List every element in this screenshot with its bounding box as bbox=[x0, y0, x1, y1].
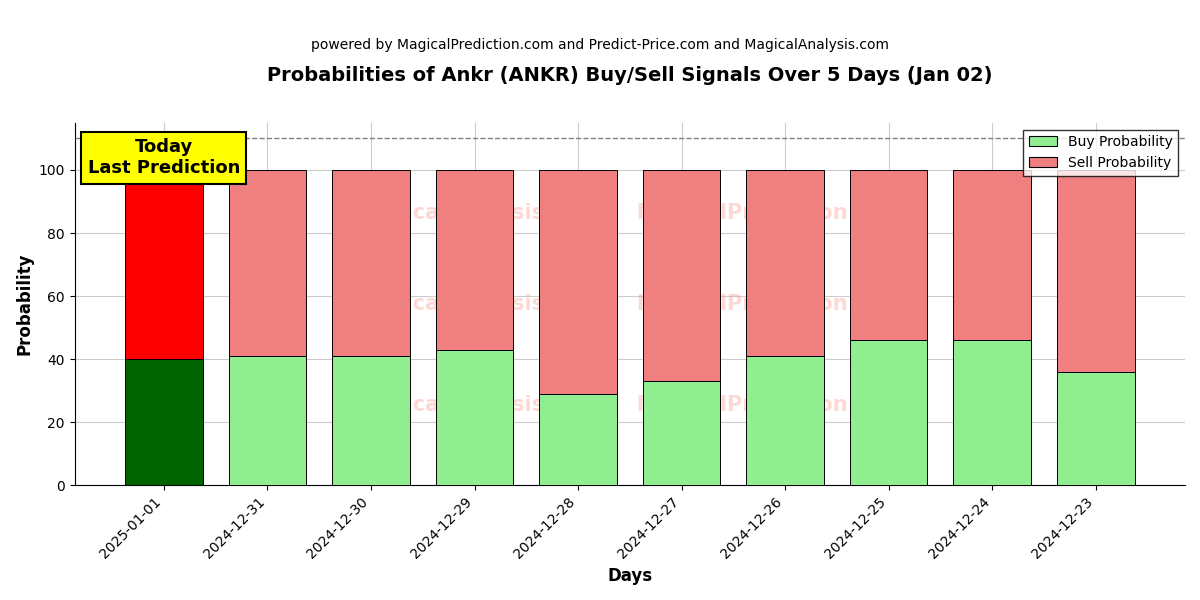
Bar bbox=[1057, 372, 1134, 485]
Text: Today
Last Prediction: Today Last Prediction bbox=[88, 139, 240, 177]
Bar bbox=[539, 394, 617, 485]
X-axis label: Days: Days bbox=[607, 567, 653, 585]
Text: MagicalAnalysis.com     MagicalPrediction.com: MagicalAnalysis.com MagicalPrediction.co… bbox=[356, 203, 904, 223]
Bar bbox=[746, 356, 824, 485]
Bar bbox=[332, 356, 410, 485]
Bar bbox=[229, 356, 306, 485]
Bar bbox=[850, 340, 928, 485]
Bar bbox=[332, 170, 410, 356]
Bar bbox=[643, 381, 720, 485]
Bar bbox=[953, 170, 1031, 340]
Bar bbox=[436, 350, 514, 485]
Bar bbox=[539, 170, 617, 394]
Bar bbox=[125, 170, 203, 359]
Text: MagicalAnalysis.com     MagicalPrediction.com: MagicalAnalysis.com MagicalPrediction.co… bbox=[356, 395, 904, 415]
Bar bbox=[953, 340, 1031, 485]
Bar bbox=[436, 170, 514, 350]
Legend: Buy Probability, Sell Probability: Buy Probability, Sell Probability bbox=[1024, 130, 1178, 176]
Text: MagicalAnalysis.com     MagicalPrediction.com: MagicalAnalysis.com MagicalPrediction.co… bbox=[356, 294, 904, 314]
Text: powered by MagicalPrediction.com and Predict-Price.com and MagicalAnalysis.com: powered by MagicalPrediction.com and Pre… bbox=[311, 38, 889, 52]
Bar bbox=[125, 359, 203, 485]
Y-axis label: Probability: Probability bbox=[16, 253, 34, 355]
Bar bbox=[746, 170, 824, 356]
Bar bbox=[643, 170, 720, 381]
Title: Probabilities of Ankr (ANKR) Buy/Sell Signals Over 5 Days (Jan 02): Probabilities of Ankr (ANKR) Buy/Sell Si… bbox=[268, 66, 992, 85]
Bar bbox=[850, 170, 928, 340]
Bar bbox=[229, 170, 306, 356]
Bar bbox=[1057, 170, 1134, 372]
